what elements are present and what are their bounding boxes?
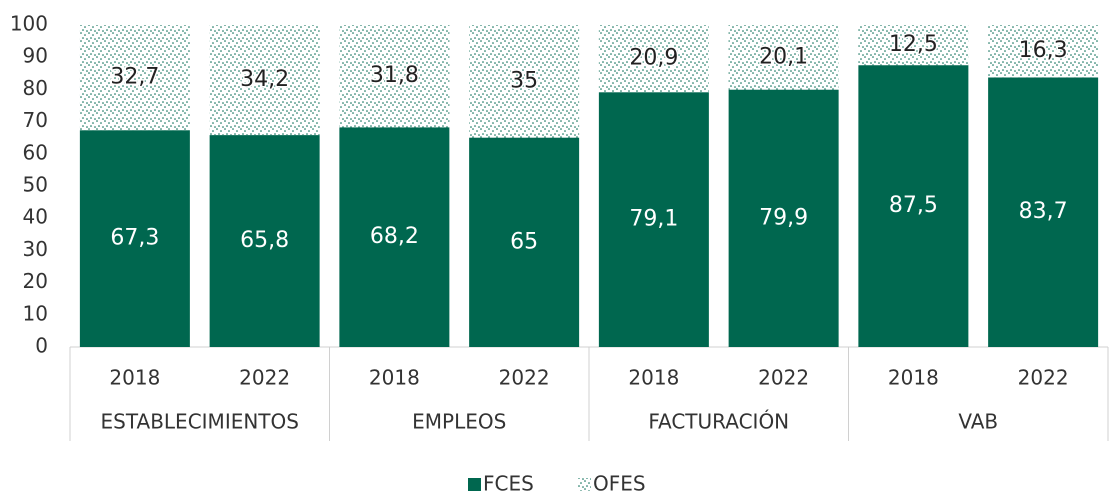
data-label: 32,7: [110, 65, 159, 90]
x-tick-label: 2018: [628, 366, 679, 390]
bar-segment: [209, 135, 320, 347]
bar-segment: [858, 25, 969, 66]
bar-segment: [598, 25, 709, 93]
x-tick-label: 2022: [1018, 366, 1069, 390]
y-tick-label: 100: [10, 12, 48, 36]
bar-segment: [339, 127, 450, 347]
y-tick-label: 80: [23, 76, 48, 100]
data-label: 65: [510, 229, 538, 254]
bar-segment: [728, 89, 839, 348]
legend-swatch: [578, 478, 591, 491]
group-label: EMPLEOS: [412, 410, 506, 434]
bar-segment: [858, 65, 969, 347]
data-label: 20,9: [629, 46, 678, 71]
x-tick-label: 2018: [109, 366, 160, 390]
bar-segment: [469, 25, 580, 138]
data-label: 34,2: [240, 67, 289, 92]
bar-segment: [79, 130, 190, 347]
data-label: 83,7: [1019, 199, 1068, 224]
bar-segment: [988, 77, 1099, 348]
bar-segment: [469, 137, 580, 347]
y-tick-label: 70: [23, 108, 48, 132]
legend-label: OFES: [593, 472, 646, 495]
data-label: 35: [510, 68, 538, 93]
data-label: 68,2: [370, 224, 419, 249]
y-tick-label: 40: [23, 205, 48, 229]
x-tick-label: 2022: [499, 366, 550, 390]
y-tick-label: 0: [35, 334, 48, 358]
data-label: 79,1: [629, 207, 678, 232]
x-tick-label: 2018: [888, 366, 939, 390]
group-label: ESTABLECIMIENTOS: [101, 410, 299, 434]
data-label: 79,9: [759, 205, 808, 230]
data-label: 87,5: [889, 193, 938, 218]
y-tick-label: 60: [23, 140, 48, 164]
x-tick-label: 2018: [369, 366, 420, 390]
group-label: VAB: [958, 410, 998, 434]
y-tick-label: 90: [23, 44, 48, 68]
legend-label: FCES: [483, 472, 534, 495]
data-label: 31,8: [370, 63, 419, 88]
bar-segment: [339, 25, 450, 128]
bar-segment: [79, 25, 190, 131]
y-tick-label: 50: [23, 173, 48, 197]
x-tick-label: 2022: [239, 366, 290, 390]
y-tick-label: 10: [23, 301, 48, 325]
bar-segment: [209, 25, 320, 136]
data-label: 16,3: [1019, 38, 1068, 63]
legend-swatch: [468, 478, 481, 491]
group-label: FACTURACIÓN: [648, 410, 789, 434]
data-label: 12,5: [889, 32, 938, 57]
y-tick-label: 20: [23, 269, 48, 293]
y-tick-label: 30: [23, 237, 48, 261]
x-tick-label: 2022: [758, 366, 809, 390]
data-label: 67,3: [110, 226, 159, 251]
bar-segment: [598, 92, 709, 347]
bar-segment: [988, 25, 1099, 78]
data-label: 20,1: [759, 44, 808, 69]
data-label: 65,8: [240, 228, 289, 253]
bar-segment: [728, 25, 839, 90]
